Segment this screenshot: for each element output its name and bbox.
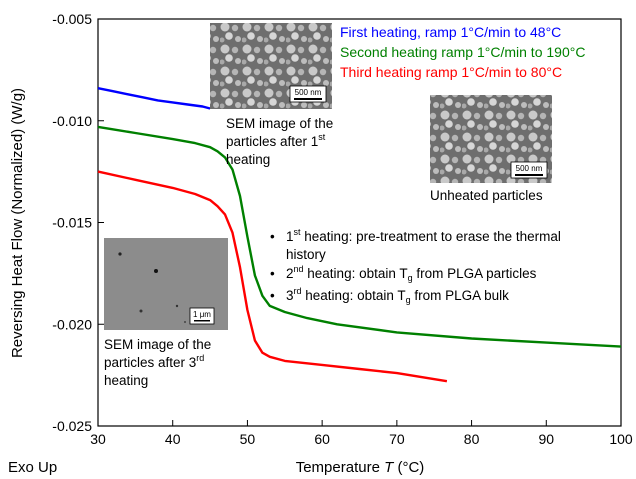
legend-entry-first-heating: First heating, ramp 1°C/min to 48°C: [340, 24, 561, 40]
x-tick-label: 40: [165, 431, 181, 447]
series-line-1: [97, 87, 211, 110]
x-tick-label: 80: [464, 431, 480, 447]
series-line-3: [97, 170, 448, 383]
svg-text:history: history: [286, 247, 326, 262]
scale-bar-1um: 1 μm: [189, 307, 215, 325]
svg-text:•: •: [270, 266, 275, 281]
y-tick-label: -0.020: [52, 316, 92, 332]
x-tick-label: 60: [314, 431, 330, 447]
y-tick-label: -0.015: [52, 215, 92, 231]
caption-after-third-heating: SEM image of the particles after 3rd hea…: [104, 337, 211, 388]
svg-text:1 μm: 1 μm: [193, 310, 211, 319]
tick-labels: 30 40 50 60 70 80 90 100 -0.025 -0.020 -0.015 -0.01…: [52, 11, 633, 447]
svg-text:particles after 3rd: particles after 3rd: [104, 353, 204, 370]
bullet-notes: • 1st heating: pre-treatment to erase th…: [270, 227, 561, 305]
exo-up-label: Exo Up: [8, 459, 57, 476]
svg-text:•: •: [270, 229, 275, 244]
svg-text:particles after 1st: particles after 1st: [226, 132, 326, 149]
svg-text:SEM image of the: SEM image of the: [226, 116, 333, 131]
y-tick-label: -0.005: [52, 11, 92, 27]
svg-text:SEM image of the: SEM image of the: [104, 337, 211, 352]
svg-text:500 nm: 500 nm: [295, 88, 322, 97]
svg-text:heating: heating: [226, 152, 270, 167]
svg-text:500 nm: 500 nm: [516, 164, 543, 173]
svg-text:•: •: [270, 288, 275, 303]
y-axis-label: Reversing Heat Flow (Normalized) (W/g): [9, 88, 26, 358]
x-tick-label: 90: [538, 431, 554, 447]
caption-unheated-particles: Unheated particles: [430, 188, 543, 203]
scale-bar-500nm-top: 500 nm: [289, 85, 327, 103]
series-lines: [97, 87, 622, 383]
svg-text:1st heating: pre-treatment to: 1st heating: pre-treatment to erase the …: [286, 227, 561, 244]
caption-after-first-heating: SEM image of the particles after 1st hea…: [226, 116, 333, 167]
svg-text:2nd heating: obtain Tg from PL: 2nd heating: obtain Tg from PLGA particl…: [286, 264, 537, 283]
legend-entry-third-heating: Third heating ramp 1°C/min to 80°C: [340, 64, 562, 80]
x-tick-label: 70: [389, 431, 405, 447]
x-tick-label: 50: [240, 431, 256, 447]
x-tick-label: 30: [90, 431, 106, 447]
series-line-2: [97, 125, 622, 348]
legend-entry-second-heating: Second heating ramp 1°C/min to 190°C: [340, 44, 585, 60]
svg-text:3rd heating: obtain Tg from PL: 3rd heating: obtain Tg from PLGA bulk: [286, 286, 509, 305]
x-axis-label: Temperature T (°C): [296, 459, 425, 476]
y-tick-label: -0.010: [52, 113, 92, 129]
scale-bar-500nm-unheated: 500 nm: [510, 161, 548, 179]
x-tick-label: 100: [609, 431, 633, 447]
svg-text:heating: heating: [104, 373, 148, 388]
legend: First heating, ramp 1°C/min to 48°C Seco…: [340, 24, 585, 80]
axis-ticks: [97, 18, 622, 427]
y-tick-label: -0.025: [52, 418, 92, 434]
